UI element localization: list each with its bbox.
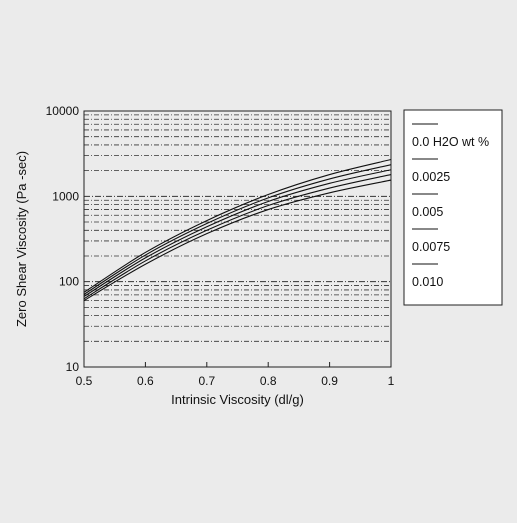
y-tick-label: 1000 [52, 189, 79, 203]
legend: 0.0 H2O wt % 0.0025 0.005 0.0075 0.010 [403, 109, 503, 306]
series-line [83, 158, 392, 293]
series-line [83, 174, 392, 300]
x-axis-label: Intrinsic Viscosity (dl/g) [171, 392, 304, 407]
x-tick-label: 0.9 [321, 374, 338, 388]
legend-label: 0.005 [412, 205, 443, 219]
x-tick-label: 0.8 [260, 374, 277, 388]
series-line [83, 179, 392, 302]
x-tick-label: 0.5 [76, 374, 93, 388]
plot-frame [83, 110, 392, 368]
legend-label: 0.0075 [412, 240, 450, 254]
x-tick-label: 0.7 [198, 374, 215, 388]
series-line [83, 169, 392, 297]
x-tick-label: 0.6 [137, 374, 154, 388]
y-axis-label: Zero Shear Viscosity (Pa -sec) [14, 151, 29, 327]
legend-label: 0.0025 [412, 170, 450, 184]
legend-box [403, 109, 503, 306]
axes-layer [83, 110, 392, 368]
ticks-layer: 0.5 0.6 0.7 0.8 0.9 1 10 100 1000 10000 [46, 104, 395, 388]
legend-label: 0.0 H2O wt % [412, 135, 489, 149]
grid-layer [84, 110, 391, 368]
legend-label: 0.010 [412, 275, 443, 289]
series-layer [83, 158, 392, 302]
y-tick-label: 10000 [46, 104, 80, 118]
series-line [83, 164, 392, 295]
y-tick-label: 10 [66, 360, 80, 374]
y-tick-label: 100 [59, 275, 79, 289]
x-tick-label: 1 [388, 374, 395, 388]
